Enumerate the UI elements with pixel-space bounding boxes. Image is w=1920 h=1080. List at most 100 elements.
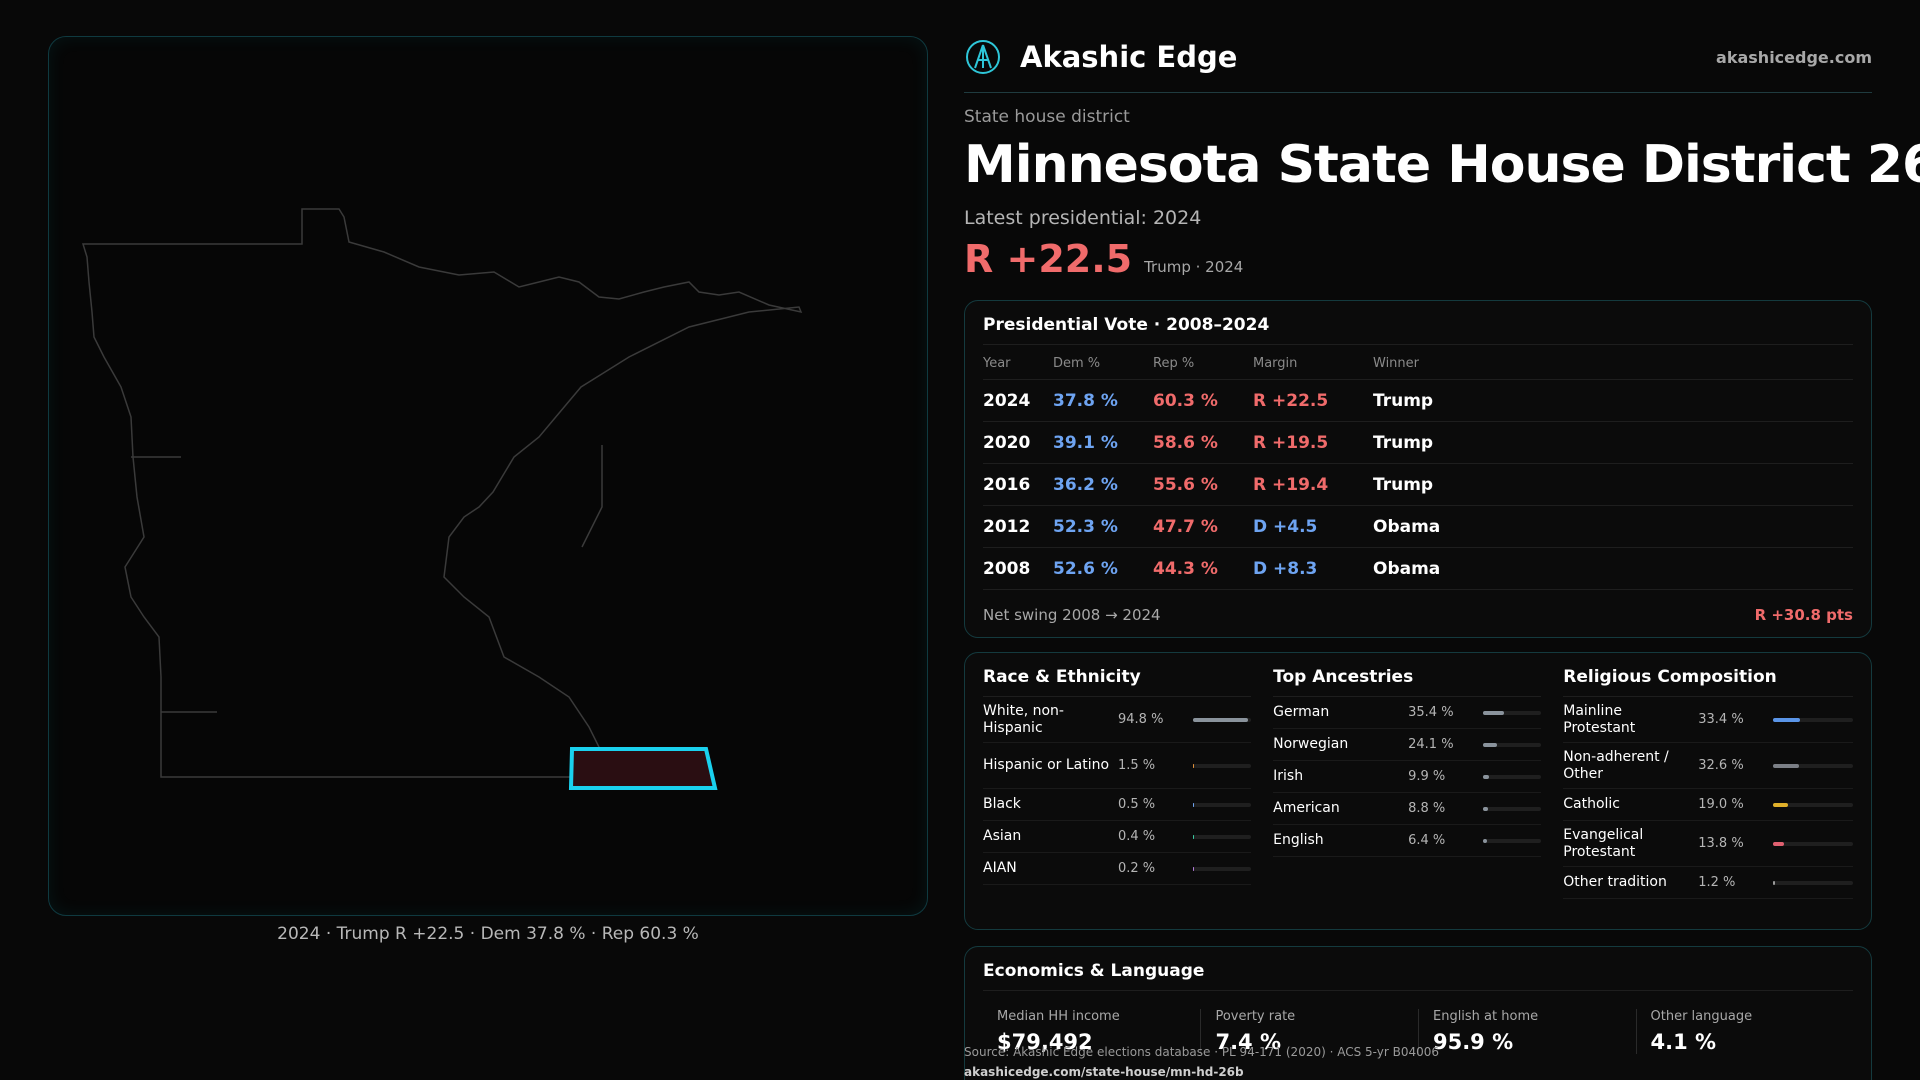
divider xyxy=(983,696,1252,697)
stat-label: Poverty rate xyxy=(1215,1009,1296,1024)
item-bar-track xyxy=(1773,841,1853,846)
item-bar-track xyxy=(1483,806,1542,811)
district-kind: State house district xyxy=(964,107,1130,127)
item-label: Evangelical Protestant xyxy=(1563,826,1644,860)
item-bar-track xyxy=(1193,866,1252,871)
item-value: 33.4 % xyxy=(1698,712,1744,727)
stat-label: English at home xyxy=(1432,1009,1539,1024)
list-item: Irish 9.9 % xyxy=(1273,761,1542,793)
header-winner: Winner xyxy=(1373,349,1853,380)
item-bar-track xyxy=(1773,880,1853,885)
list-item: White, non-Hispanic 94.8 % xyxy=(983,697,1252,743)
ancestry-panel: Top Ancestries German 35.4 % Norwegian 24.1… xyxy=(1273,667,1563,915)
map-caption: 2024 · Trump R +22.5 · Dem 37.8 % · Rep … xyxy=(277,924,699,944)
divider xyxy=(1563,696,1853,697)
item-bar-fill xyxy=(1773,717,1800,722)
margin-value: R +22.5 xyxy=(964,237,1133,281)
source-url[interactable]: akashicedge.com/state-house/mn-hd-26b xyxy=(964,1065,1244,1079)
latest-margin: R +22.5 Trump · 2024 xyxy=(964,237,1872,281)
item-value: 0.2 % xyxy=(1118,861,1156,876)
table-row: 2020 39.1 % 58.6 % R +19.5 Trump xyxy=(983,421,1853,464)
presidential-table: Year Dem % Rep % Margin Winner 2024 37.8 … xyxy=(983,349,1853,590)
dem-pct-cell: 52.3 % xyxy=(1053,505,1153,548)
item-bar-fill xyxy=(1193,717,1249,722)
rep-pct-cell: 58.6 % xyxy=(1153,421,1253,464)
list-item: Asian 0.4 % xyxy=(983,821,1252,853)
item-bar-fill xyxy=(1773,802,1789,807)
item-label: Mainline Protestant xyxy=(1563,702,1636,736)
item-bar-track xyxy=(1483,838,1542,843)
list-item: Other tradition 1.2 % xyxy=(1563,867,1853,899)
item-bar-fill xyxy=(1193,802,1195,807)
stat-value: 95.9 % xyxy=(1432,1030,1514,1054)
card-title: Top Ancestries xyxy=(1273,667,1414,687)
map-panel[interactable] xyxy=(48,36,928,916)
item-label: German xyxy=(1273,704,1330,721)
list-item: Norwegian 24.1 % xyxy=(1273,729,1542,761)
margin-cell: R +22.5 xyxy=(1253,379,1373,422)
list-item: Catholic 19.0 % xyxy=(1563,789,1853,821)
item-value: 32.6 % xyxy=(1698,758,1744,773)
item-label: Black xyxy=(983,796,1021,813)
item-bar-fill xyxy=(1483,806,1489,811)
district-highlight xyxy=(568,747,718,790)
item-bar-fill xyxy=(1193,866,1195,871)
item-bar-track xyxy=(1193,717,1252,722)
item-value: 94.8 % xyxy=(1118,712,1164,727)
item-bar-track xyxy=(1773,802,1853,807)
header-year: Year xyxy=(983,349,1053,380)
item-bar-track xyxy=(1773,717,1853,722)
card-title: Religious Composition xyxy=(1563,667,1777,687)
stat-cell: Poverty rate 7.4 % xyxy=(1200,1009,1418,1054)
divider xyxy=(964,92,1872,93)
list-item: Non-adherent / Other 32.6 % xyxy=(1563,743,1853,789)
margin-cell: R +19.4 xyxy=(1253,463,1373,506)
dem-pct-cell: 37.8 % xyxy=(1053,379,1153,422)
card-title: Economics & Language xyxy=(983,961,1205,981)
divider xyxy=(1273,696,1542,697)
akashic-logo-icon xyxy=(966,40,1000,74)
header-margin: Margin xyxy=(1253,349,1373,380)
item-value: 0.4 % xyxy=(1118,829,1156,844)
item-bar-fill xyxy=(1773,763,1800,768)
rep-pct-cell: 55.6 % xyxy=(1153,463,1253,506)
brand-url[interactable]: akashicedge.com xyxy=(1716,47,1872,67)
item-bar-fill xyxy=(1193,763,1195,768)
item-label: Catholic xyxy=(1563,796,1621,813)
divider xyxy=(983,344,1853,345)
item-bar-fill xyxy=(1773,880,1775,885)
state-outline xyxy=(81,208,803,778)
item-bar-track xyxy=(1193,763,1252,768)
right-column: Akashic Edge akashicedge.com State house… xyxy=(964,36,1920,1080)
item-bar-fill xyxy=(1773,841,1785,846)
item-value: 9.9 % xyxy=(1408,769,1446,784)
item-label: White, non-Hispanic xyxy=(983,702,1064,736)
item-label: English xyxy=(1273,832,1324,849)
header-dem: Dem % xyxy=(1053,349,1153,380)
economics-card: Economics & Language Median HH income $79… xyxy=(964,946,1872,1080)
item-bar-fill xyxy=(1483,710,1504,715)
item-bar-track xyxy=(1193,802,1252,807)
demographics-card: Race & Ethnicity White, non-Hispanic 94.8… xyxy=(964,652,1872,930)
item-value: 35.4 % xyxy=(1408,705,1454,720)
table-row: 2024 37.8 % 60.3 % R +22.5 Trump xyxy=(983,379,1853,422)
card-title: Presidential Vote · 2008–2024 xyxy=(983,315,1270,335)
item-label: Non-adherent / Other xyxy=(1563,748,1669,782)
item-value: 6.4 % xyxy=(1408,833,1446,848)
item-bar-track xyxy=(1193,834,1252,839)
source-note: Source: Akashic Edge elections database … xyxy=(964,1042,1439,1080)
list-item: American 8.8 % xyxy=(1273,793,1542,825)
list-item: German 35.4 % xyxy=(1273,697,1542,729)
winner-cell: Obama xyxy=(1373,505,1853,548)
list-item: Evangelical Protestant 13.8 % xyxy=(1563,821,1853,867)
state-map xyxy=(81,208,803,790)
stat-cell: Other language 4.1 % xyxy=(1635,1009,1854,1054)
net-swing-label: Net swing 2008 → 2024 xyxy=(983,606,1161,624)
winner-cell: Trump xyxy=(1373,379,1853,422)
item-label: Asian xyxy=(983,828,1022,845)
county-line xyxy=(581,445,603,548)
net-swing-row: Net swing 2008 → 2024 R +30.8 pts xyxy=(983,606,1853,624)
winner-cell: Trump xyxy=(1373,421,1853,464)
list-item: AIAN 0.2 % xyxy=(983,853,1252,885)
